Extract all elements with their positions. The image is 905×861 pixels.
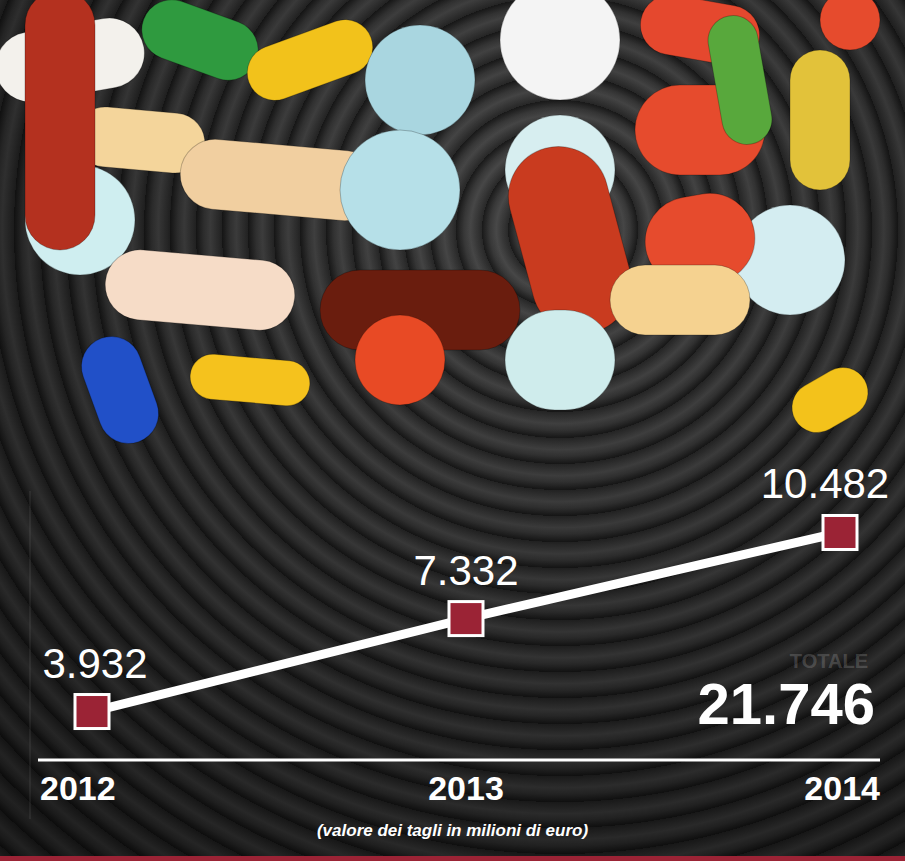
data-label: 3.932 <box>42 640 147 687</box>
plot-area <box>75 515 857 728</box>
chart: TOTALE21.746 2012 2013 2014 (valore dei tagl… <box>0 0 905 861</box>
chart-root: TOTALE21.746 2012 2013 2014 (valore dei tagl… <box>0 0 905 861</box>
pill <box>133 0 266 89</box>
total-value: 21.746 <box>698 671 875 736</box>
data-marker <box>449 602 483 636</box>
pill <box>340 130 460 250</box>
subtitle: (valore dei tagli in milioni di euro) <box>317 821 588 840</box>
data-marker <box>823 515 857 549</box>
total-label: TOTALE <box>790 650 868 672</box>
pill <box>505 310 615 410</box>
pill <box>610 265 750 335</box>
pill <box>790 50 850 190</box>
pills-decoration <box>0 0 880 452</box>
x-tick-label: 2013 <box>428 769 504 807</box>
x-tick-label: 2012 <box>40 769 116 807</box>
x-axis-line <box>38 759 880 762</box>
bottom-strip <box>0 856 905 861</box>
pill <box>783 358 877 441</box>
pill <box>355 315 445 405</box>
pill <box>102 247 297 333</box>
background-shade <box>0 0 905 861</box>
pill <box>704 12 776 149</box>
pill <box>365 25 475 135</box>
pill <box>73 328 167 452</box>
data-label: 7.332 <box>413 547 518 594</box>
y-axis-line <box>30 491 31 819</box>
pill <box>240 12 381 108</box>
data-label: 10.482 <box>761 460 889 507</box>
pill <box>188 352 311 407</box>
pill <box>25 0 95 250</box>
background <box>0 0 905 861</box>
pill <box>820 0 880 50</box>
pill <box>500 0 620 100</box>
data-line <box>92 532 840 711</box>
data-marker <box>75 695 109 729</box>
x-tick-label: 2014 <box>804 769 880 807</box>
